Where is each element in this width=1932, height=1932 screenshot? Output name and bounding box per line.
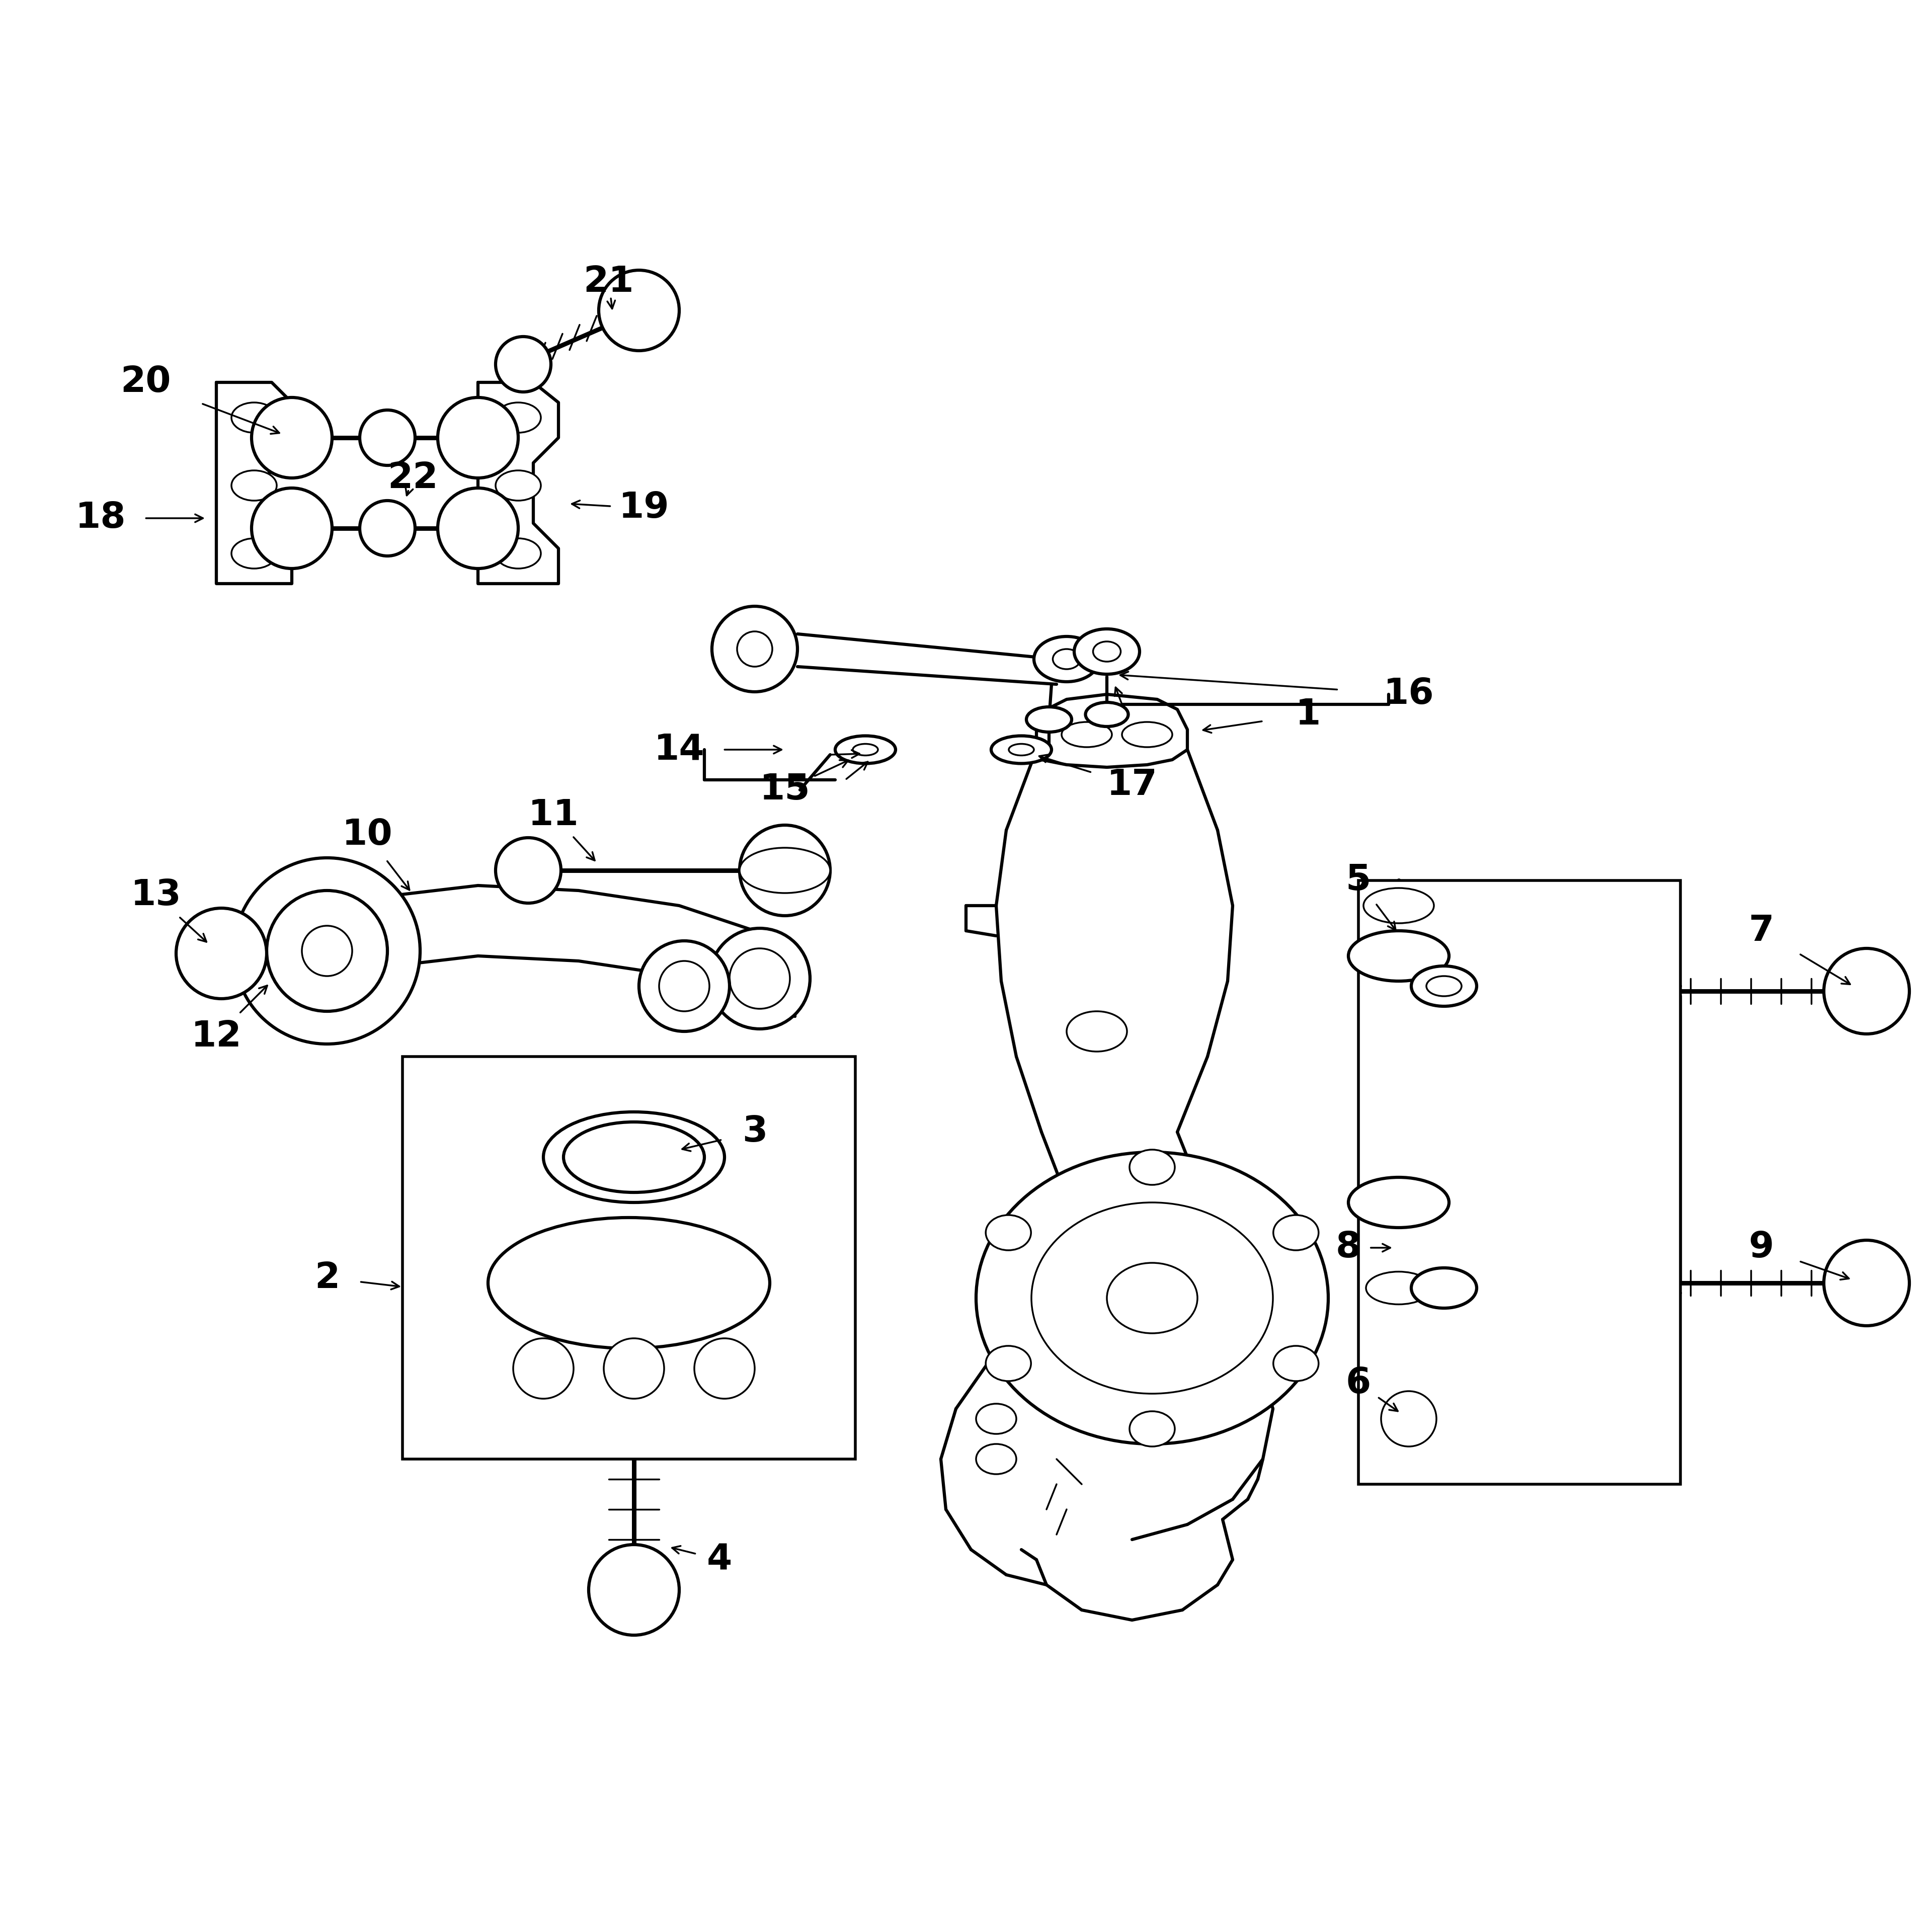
- Text: 6: 6: [1347, 1366, 1372, 1401]
- Text: 1: 1: [1296, 697, 1321, 732]
- Ellipse shape: [359, 500, 415, 556]
- Circle shape: [251, 489, 332, 568]
- Ellipse shape: [1074, 630, 1140, 674]
- Ellipse shape: [489, 1217, 769, 1349]
- Ellipse shape: [1410, 966, 1476, 1007]
- Ellipse shape: [1094, 641, 1121, 661]
- Text: 7: 7: [1748, 914, 1774, 949]
- Text: 11: 11: [527, 798, 580, 833]
- Circle shape: [603, 1339, 665, 1399]
- Ellipse shape: [976, 1443, 1016, 1474]
- Circle shape: [740, 825, 831, 916]
- Text: 16: 16: [1383, 676, 1434, 711]
- Circle shape: [1824, 949, 1909, 1034]
- Text: 9: 9: [1748, 1231, 1774, 1265]
- Ellipse shape: [711, 607, 798, 692]
- Ellipse shape: [730, 949, 790, 1009]
- Ellipse shape: [359, 410, 415, 466]
- Ellipse shape: [659, 960, 709, 1010]
- Ellipse shape: [497, 402, 541, 433]
- Ellipse shape: [991, 736, 1051, 763]
- Ellipse shape: [976, 1151, 1329, 1443]
- Bar: [402, 1057, 856, 1459]
- Ellipse shape: [1122, 723, 1173, 748]
- Circle shape: [439, 489, 518, 568]
- Text: 21: 21: [583, 265, 634, 299]
- Text: 5: 5: [1347, 864, 1372, 898]
- Ellipse shape: [1366, 1271, 1432, 1304]
- Circle shape: [497, 336, 551, 392]
- Text: 10: 10: [342, 817, 392, 852]
- Text: 13: 13: [131, 879, 182, 914]
- Circle shape: [234, 858, 419, 1043]
- Ellipse shape: [1053, 649, 1080, 668]
- Circle shape: [1381, 1391, 1435, 1447]
- Ellipse shape: [1410, 1267, 1476, 1308]
- Circle shape: [251, 398, 332, 477]
- Ellipse shape: [1032, 1202, 1273, 1393]
- Ellipse shape: [1273, 1215, 1318, 1250]
- Ellipse shape: [1066, 1010, 1126, 1051]
- Ellipse shape: [639, 941, 730, 1032]
- Text: 8: 8: [1335, 1231, 1360, 1265]
- Text: 2: 2: [315, 1260, 340, 1294]
- Text: 20: 20: [120, 365, 172, 400]
- Circle shape: [599, 270, 680, 352]
- Text: 12: 12: [191, 1018, 242, 1053]
- Ellipse shape: [232, 469, 276, 500]
- Ellipse shape: [1086, 703, 1128, 726]
- Ellipse shape: [976, 1405, 1016, 1434]
- Ellipse shape: [564, 1122, 705, 1192]
- Text: 19: 19: [618, 491, 668, 526]
- Ellipse shape: [1349, 931, 1449, 981]
- Ellipse shape: [1273, 1347, 1318, 1381]
- Bar: [1358, 881, 1681, 1484]
- Ellipse shape: [1426, 976, 1463, 997]
- Circle shape: [301, 925, 352, 976]
- Ellipse shape: [1034, 636, 1099, 682]
- Ellipse shape: [1009, 744, 1034, 755]
- Circle shape: [1824, 1240, 1909, 1325]
- Ellipse shape: [740, 848, 831, 893]
- Ellipse shape: [1130, 1150, 1175, 1184]
- Ellipse shape: [1364, 889, 1434, 923]
- Ellipse shape: [738, 632, 773, 667]
- Ellipse shape: [1349, 1177, 1449, 1227]
- Text: 14: 14: [653, 732, 705, 767]
- Ellipse shape: [1026, 707, 1072, 732]
- Ellipse shape: [232, 402, 276, 433]
- Text: 4: 4: [707, 1542, 732, 1577]
- Ellipse shape: [232, 539, 276, 568]
- Text: 22: 22: [386, 460, 439, 495]
- Circle shape: [267, 891, 388, 1010]
- Text: 3: 3: [742, 1115, 767, 1150]
- Ellipse shape: [497, 539, 541, 568]
- Circle shape: [439, 398, 518, 477]
- Circle shape: [694, 1339, 755, 1399]
- Ellipse shape: [1061, 723, 1113, 748]
- Ellipse shape: [709, 927, 810, 1030]
- Ellipse shape: [985, 1215, 1032, 1250]
- Ellipse shape: [1130, 1410, 1175, 1447]
- Text: 17: 17: [1107, 767, 1157, 802]
- Ellipse shape: [852, 744, 877, 755]
- Circle shape: [589, 1544, 680, 1634]
- Text: 15: 15: [759, 773, 810, 808]
- Ellipse shape: [835, 736, 896, 763]
- Ellipse shape: [543, 1113, 725, 1202]
- Circle shape: [514, 1339, 574, 1399]
- Ellipse shape: [985, 1347, 1032, 1381]
- Ellipse shape: [497, 469, 541, 500]
- Circle shape: [176, 908, 267, 999]
- Text: 18: 18: [75, 500, 126, 535]
- Ellipse shape: [1107, 1264, 1198, 1333]
- Circle shape: [497, 838, 560, 902]
